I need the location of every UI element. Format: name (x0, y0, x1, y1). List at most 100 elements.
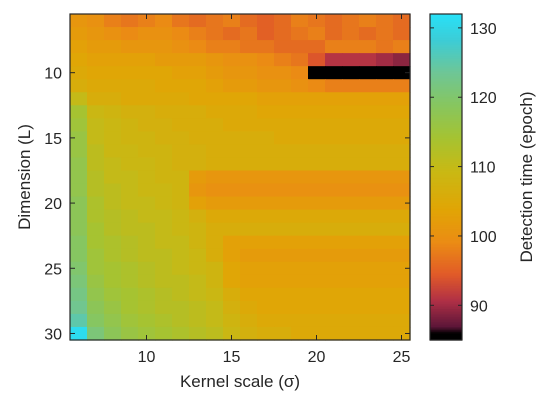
heatmap-cell (121, 222, 139, 237)
heatmap-cell (240, 131, 258, 145)
heatmap-cell (172, 313, 190, 328)
heatmap-cell (138, 131, 156, 145)
heatmap-cell (155, 222, 173, 237)
heatmap-cell (359, 248, 377, 263)
colorbar-segment (430, 336, 462, 339)
colorbar-segment (430, 22, 462, 25)
heatmap-cell (359, 326, 377, 341)
colorbar-segment (430, 251, 462, 255)
heatmap-cell (342, 287, 360, 302)
colorbar-segment (430, 297, 462, 300)
heatmap-cell (223, 131, 241, 145)
heatmap-cell (104, 157, 122, 172)
colorbar-segment (430, 31, 462, 35)
heatmap-cell (376, 118, 394, 132)
heatmap-cell (189, 196, 207, 211)
heatmap-cell (376, 14, 394, 28)
colorbar-segment (430, 131, 462, 134)
heatmap-cell (291, 144, 309, 159)
heatmap-cell (121, 300, 139, 315)
heatmap-cell (291, 248, 309, 263)
colorbar-segment (430, 286, 462, 289)
heatmap-cell (87, 183, 105, 198)
colorbar-segment (430, 232, 462, 235)
colorbar-segment (430, 118, 462, 121)
heatmap-cell (104, 131, 122, 145)
colorbar-segment (430, 229, 462, 232)
heatmap-cell (87, 92, 105, 106)
heatmap-cell (308, 144, 326, 159)
colorbar-tick-label: 130 (470, 21, 497, 38)
heatmap-cell (359, 40, 377, 54)
heatmap-cell (325, 248, 343, 263)
heatmap-cell (325, 27, 343, 41)
colorbar-segment (430, 150, 462, 154)
heatmap-cell (189, 287, 207, 302)
colorbar-segment (430, 132, 462, 136)
heatmap-cell (325, 196, 343, 211)
x-tick-label: 10 (138, 349, 156, 366)
heatmap-cell (325, 287, 343, 302)
heatmap-cell (189, 66, 207, 80)
heatmap-cell (189, 248, 207, 263)
colorbar-segment (430, 113, 462, 116)
heatmap-cell (121, 131, 139, 145)
heatmap-cell (206, 196, 224, 211)
heatmap-cell (70, 92, 88, 106)
heatmap-cell (308, 209, 326, 224)
heatmap-cell (223, 248, 241, 263)
heatmap-cell (189, 14, 207, 28)
heatmap-cell (342, 183, 360, 198)
heatmap-cell (121, 248, 139, 263)
colorbar-segment (430, 216, 462, 219)
heatmap-cell (274, 92, 292, 106)
heatmap-cell (376, 235, 394, 250)
heatmap-cell (87, 131, 105, 145)
heatmap-cell (240, 92, 258, 106)
heatmap-cell (325, 235, 343, 250)
colorbar-segment (430, 139, 462, 142)
colorbar-segment (430, 268, 462, 271)
heatmap-cell (70, 14, 88, 28)
heatmap-cell (138, 14, 156, 28)
colorbar-segment (430, 185, 462, 188)
heatmap-cell (223, 53, 241, 67)
heatmap-cell (121, 92, 139, 106)
colorbar-segment (430, 221, 462, 224)
heatmap-cell (138, 261, 156, 276)
heatmap-cell (274, 79, 292, 93)
heatmap-cell (189, 79, 207, 93)
heatmap-cell (121, 27, 139, 41)
heatmap-cell (342, 14, 360, 28)
colorbar-segment (430, 248, 462, 251)
colorbar-segment (430, 302, 462, 305)
heatmap-cell (308, 170, 326, 185)
heatmap-cell (376, 144, 394, 159)
heatmap-cell (87, 14, 105, 28)
heatmap-cell (325, 144, 343, 159)
heatmap-cell (223, 144, 241, 159)
colorbar-segment (430, 157, 462, 160)
colorbar-segment (430, 238, 462, 242)
colorbar-segment (430, 17, 462, 20)
heatmap-cell (155, 196, 173, 211)
heatmap-cell (359, 131, 377, 145)
heatmap-cell (240, 53, 258, 67)
heatmap-cell (342, 326, 360, 341)
heatmap-cell (138, 196, 156, 211)
colorbar-segment (430, 160, 462, 163)
heatmap-cell (155, 326, 173, 341)
colorbar-segment (430, 173, 462, 176)
heatmap-cell (342, 300, 360, 315)
heatmap-cell (342, 222, 360, 237)
heatmap-cell (308, 300, 326, 315)
heatmap-cell (274, 222, 292, 237)
colorbar-segment (430, 28, 462, 31)
heatmap-cell (291, 313, 309, 328)
heatmap-cell (257, 105, 275, 119)
heatmap-cell (87, 235, 105, 250)
colorbar-segment (430, 33, 462, 36)
colorbar-segment (430, 315, 462, 318)
x-tick-label: 20 (308, 349, 326, 366)
colorbar-segment (430, 27, 462, 30)
